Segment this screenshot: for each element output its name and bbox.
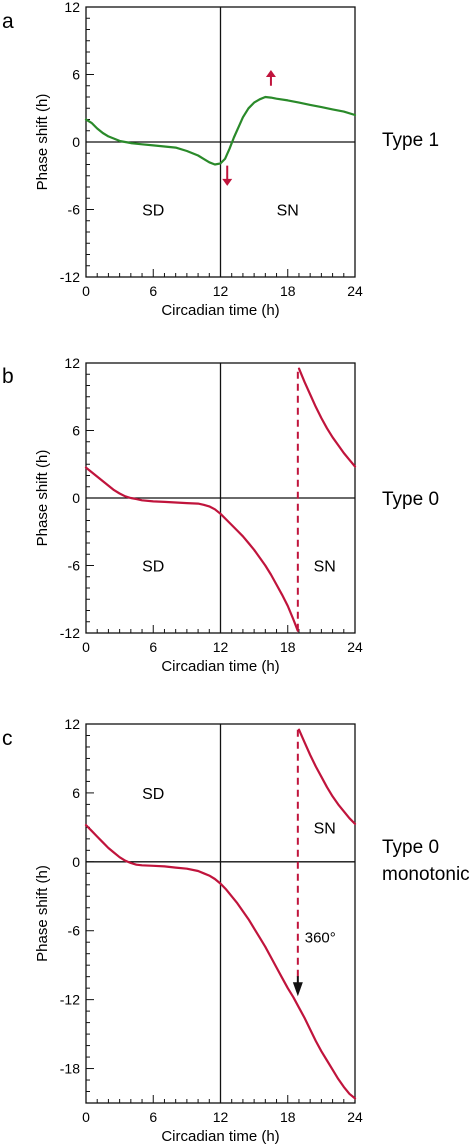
x-tick-label: 12 [213,1109,229,1125]
chart-panel-b: -12 -6 0 6 12 0 6 12 18 24 Circadian time (h) Phase… [2,355,439,675]
y-tick-label: -18 [60,1061,80,1077]
x-tick-label: 6 [149,1109,157,1125]
x-tick-label: 18 [280,639,296,655]
y-tick-label: -6 [68,202,81,218]
x-tick-label: 18 [280,283,296,299]
y-tick-label: 0 [72,490,80,506]
chart-panel-a: -12 -6 0 6 12 0 6 12 18 24 Circadian time (h) Phase… [2,0,439,319]
y-tick-label: 0 [72,134,80,150]
region-label-sd: SD [142,203,164,220]
y-tick-label: 0 [72,854,80,870]
y-tick-label: 12 [64,0,80,15]
panel-letter: b [2,365,14,388]
x-tick-label: 0 [82,283,90,299]
y-axis-title: Phase shift (h) [34,450,51,547]
x-tick-label: 12 [213,639,229,655]
type-label: Type 1 [382,130,439,151]
x-tick-label: 18 [280,1109,296,1125]
y-axis-title: Phase shift (h) [34,865,51,962]
region-label-sn: SN [277,203,299,220]
x-tick-label: 24 [347,639,363,655]
y-tick-label: 6 [72,423,80,439]
x-axis-title: Circadian time (h) [161,302,279,319]
y-tick-label: -6 [68,558,81,574]
phase-response-curve-1 [84,466,299,632]
x-axis-title: Circadian time (h) [161,1128,279,1145]
phase-response-curve-1 [84,824,357,1100]
x-tick-label: 6 [149,639,157,655]
x-tick-label: 24 [347,1109,363,1125]
phase-wrap-arrowhead [292,982,303,997]
y-tick-label: -12 [60,992,80,1008]
phase-response-curve-1 [84,95,357,166]
x-tick-label: 0 [82,1109,90,1125]
region-label-sn: SN [314,820,336,837]
y-axis-title: Phase shift (h) [34,94,51,191]
annotation-360-degrees: 360° [305,930,336,947]
phase-response-curve-2 [297,728,357,825]
chart-panel-c: -18 -12 -6 0 6 12 0 6 12 18 24 Circadian time (h) Ph… [2,716,470,1145]
region-label-sd: SD [142,786,164,803]
y-tick-label: -6 [68,923,81,939]
region-label-sd: SD [142,559,164,576]
shift-arrow-head-2 [222,178,233,186]
x-tick-label: 0 [82,639,90,655]
y-tick-label: 6 [72,785,80,801]
region-label-sn: SN [314,559,336,576]
y-tick-label: 12 [64,716,80,732]
x-tick-label: 6 [149,283,157,299]
panel-letter: c [2,727,13,750]
phase-response-curve-2 [297,367,357,468]
y-tick-label: -12 [60,625,80,641]
panel-letter: a [2,10,14,33]
type-label-line2: monotonic [382,864,470,885]
y-tick-label: 12 [64,355,80,371]
y-tick-label: 6 [72,67,80,83]
y-tick-label: -12 [60,269,80,285]
type-label: Type 0 [382,489,439,510]
x-tick-label: 24 [347,283,363,299]
shift-arrow-head-1 [265,70,276,77]
x-axis-title: Circadian time (h) [161,658,279,675]
x-tick-label: 12 [213,283,229,299]
type-label: Type 0 [382,837,439,858]
